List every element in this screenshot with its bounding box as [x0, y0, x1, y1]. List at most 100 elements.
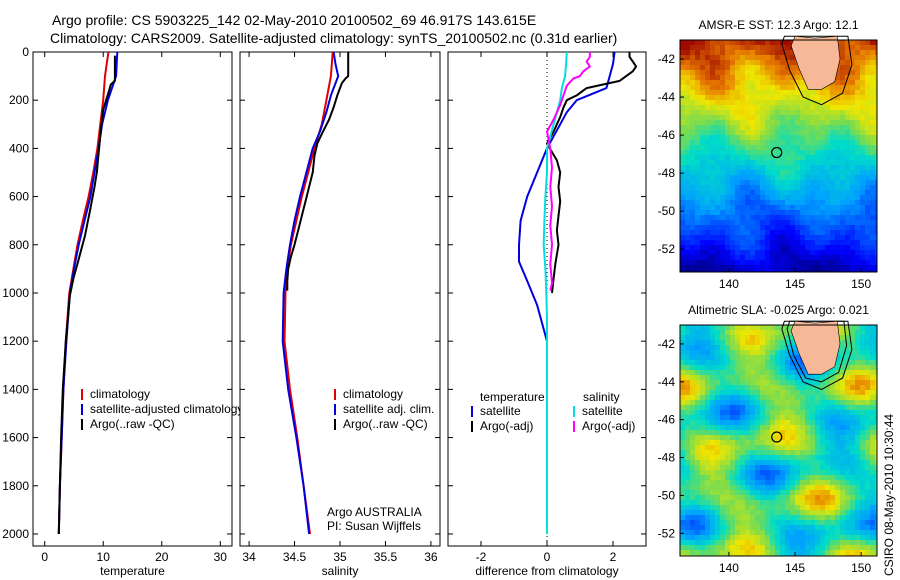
- map-cell: [805, 410, 810, 415]
- map-cell: [725, 550, 730, 555]
- map-cell: [865, 370, 870, 375]
- map-cell: [685, 325, 690, 330]
- map-cell: [820, 130, 825, 135]
- map-cell: [750, 480, 755, 485]
- map-cell: [825, 415, 830, 420]
- map-cell: [730, 325, 735, 330]
- map-cell: [850, 535, 855, 540]
- map-cell: [785, 395, 790, 400]
- map-cell: [780, 500, 785, 505]
- map-cell: [800, 210, 805, 215]
- map-cell: [760, 505, 765, 510]
- map-cell: [715, 120, 720, 125]
- map-cell: [860, 255, 865, 260]
- map-cell: [745, 480, 750, 485]
- map-cell: [795, 440, 800, 445]
- map-cell: [800, 255, 805, 260]
- map-cell: [815, 135, 820, 140]
- map-cell: [700, 525, 705, 530]
- map-cell: [680, 390, 685, 395]
- map-cell: [730, 520, 735, 525]
- map-cell: [695, 190, 700, 195]
- map-cell: [785, 425, 790, 430]
- map-cell: [815, 235, 820, 240]
- map-cell: [820, 480, 825, 485]
- map-cell: [720, 385, 725, 390]
- map-cell: [710, 460, 715, 465]
- map-cell: [860, 450, 865, 455]
- map-cell: [835, 440, 840, 445]
- map-cell: [685, 75, 690, 80]
- map-cell: [735, 95, 740, 100]
- map-cell: [745, 380, 750, 385]
- map-cell: [680, 495, 685, 500]
- map-cell: [790, 370, 795, 375]
- series-line-1: [518, 51, 616, 534]
- map-cell: [730, 135, 735, 140]
- map-cell: [715, 395, 720, 400]
- map-cell: [870, 70, 875, 75]
- map-cell: [730, 65, 735, 70]
- map-cell: [710, 490, 715, 495]
- map-cell: [810, 410, 815, 415]
- map-cell: [765, 220, 770, 225]
- map-cell: [770, 225, 775, 230]
- map-cell: [790, 505, 795, 510]
- map-cell: [700, 165, 705, 170]
- map-cell: [695, 365, 700, 370]
- map-cell: [710, 125, 715, 130]
- map-cell: [795, 105, 800, 110]
- map-cell: [795, 420, 800, 425]
- map-cell: [760, 450, 765, 455]
- map-cell: [715, 490, 720, 495]
- map-cell: [730, 445, 735, 450]
- map-cell: [680, 110, 685, 115]
- map-cell: [870, 185, 875, 190]
- x-tick-label: 20: [155, 550, 169, 564]
- map-cell: [755, 380, 760, 385]
- map-cell: [825, 435, 830, 440]
- x-tick-label: 140: [719, 277, 739, 291]
- map-cell: [840, 550, 845, 555]
- map-cell: [700, 485, 705, 490]
- map-cell: [725, 240, 730, 245]
- map-cell: [875, 495, 877, 500]
- map-cell: [860, 370, 865, 375]
- map-cell: [815, 550, 820, 555]
- map-cell: [775, 140, 780, 145]
- map-cell: [735, 550, 740, 555]
- map-cell: [805, 475, 810, 480]
- map-title: Altimetric SLA: -0.025 Argo: 0.021: [688, 303, 869, 317]
- map-cell: [815, 115, 820, 120]
- map-cell: [790, 135, 795, 140]
- map-cell: [780, 390, 785, 395]
- y-tick-label: -46: [658, 413, 676, 427]
- map-cell: [865, 535, 870, 540]
- map-cell: [745, 420, 750, 425]
- map-cell: [815, 195, 820, 200]
- map-cell: [855, 185, 860, 190]
- map-cell: [795, 370, 800, 375]
- map-cell: [820, 220, 825, 225]
- map-cell: [795, 230, 800, 235]
- map-cell: [855, 360, 860, 365]
- map-cell: [680, 265, 685, 270]
- map-cell: [745, 505, 750, 510]
- map-cell: [785, 190, 790, 195]
- map-cell: [860, 340, 865, 345]
- map-cell: [845, 525, 850, 530]
- map-cell: [785, 245, 790, 250]
- map-cell: [815, 95, 820, 100]
- map-cell: [695, 405, 700, 410]
- map-cell: [720, 340, 725, 345]
- map-cell: [740, 90, 745, 95]
- map-cell: [755, 70, 760, 75]
- map-cell: [830, 510, 835, 515]
- map-cell: [725, 80, 730, 85]
- map-cell: [750, 460, 755, 465]
- map-cell: [820, 385, 825, 390]
- map-cell: [845, 375, 850, 380]
- map-cell: [790, 400, 795, 405]
- map-cell: [815, 515, 820, 520]
- map-cell: [730, 250, 735, 255]
